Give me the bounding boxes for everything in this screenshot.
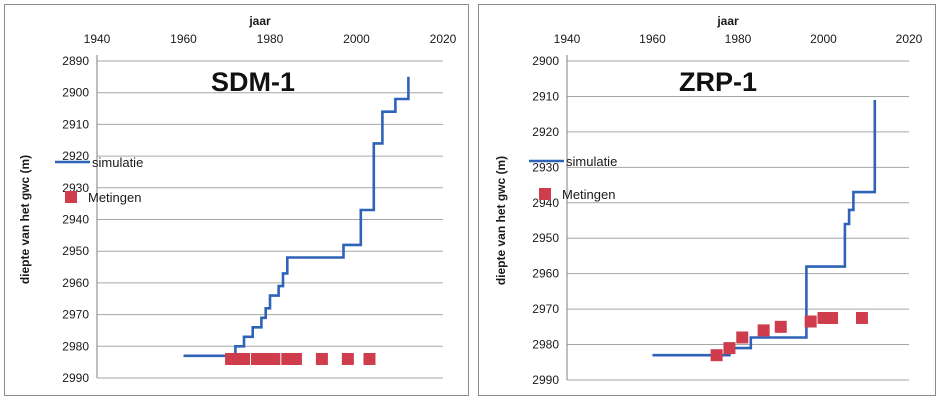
x-tick-label: 2020 (430, 32, 457, 46)
y-tick-label: 2930 (532, 160, 559, 174)
chart-title: ZRP-1 (679, 67, 757, 97)
measurement-marker (855, 311, 868, 324)
measurement-marker (710, 349, 723, 362)
chart-svg: 2900291029202930294029502960297029802990… (494, 14, 923, 387)
legend-simulation-label: simulatie (92, 155, 143, 170)
x-tick-label: 2020 (896, 32, 923, 46)
y-tick-label: 2970 (532, 302, 559, 316)
y-tick-label: 2920 (62, 149, 89, 163)
y-tick-label: 2990 (532, 373, 559, 387)
x-tick-label: 1960 (170, 32, 197, 46)
y-tick-label: 2980 (532, 338, 559, 352)
y-tick-label: 2950 (532, 231, 559, 245)
measurement-marker (774, 320, 787, 333)
y-tick-label: 2960 (62, 276, 89, 290)
x-tick-label: 1980 (725, 32, 752, 46)
x-tick-label: 2000 (810, 32, 837, 46)
y-tick-label: 2890 (62, 54, 89, 68)
measurement-marker (804, 315, 817, 328)
legend-measurements-label: Metingen (562, 187, 615, 202)
legend-simulation-label: simulatie (566, 154, 617, 169)
x-tick-label: 1980 (257, 32, 284, 46)
chart-panel-sdm1: 2890 2900 2910 2920 2930 2940 2950 2960 2970 2980… (4, 4, 469, 396)
y-tick-label: 2960 (532, 267, 559, 281)
y-axis-title: diepte van het gwc (m) (494, 156, 508, 285)
x-axis-title: jaar (248, 14, 271, 28)
legend-measurements-swatch (539, 188, 551, 200)
measurement-marker (289, 352, 302, 365)
y-tick-label: 2970 (62, 308, 89, 322)
y-tick-label: 2980 (62, 339, 89, 353)
measurement-marker (341, 352, 354, 365)
y-axis-title: diepte van het gwc (m) (18, 155, 32, 284)
measurement-marker (238, 352, 251, 365)
x-tick-label: 1940 (84, 32, 111, 46)
y-tick-label: 2990 (62, 371, 89, 385)
y-tick-label: 2920 (532, 125, 559, 139)
measurement-marker (363, 352, 376, 365)
measurement-marker (723, 342, 736, 355)
measurement-marker (826, 311, 839, 324)
chart-panel-zrp1: 2900 2910 2920 2930 2940 2950 2960 2970 2980 2990… (478, 4, 936, 396)
y-tick-label: 2900 (532, 54, 559, 68)
chart-svg: 2890290029102920293029402950296029702980… (18, 14, 457, 385)
x-axis-title: jaar (716, 14, 739, 28)
measurement-marker (315, 352, 328, 365)
simulation-line (183, 76, 410, 358)
y-tick-label: 2910 (532, 89, 559, 103)
y-tick-label: 2900 (62, 86, 89, 100)
chart-title: SDM-1 (211, 67, 295, 97)
y-tick-label: 2940 (62, 213, 89, 227)
x-tick-label: 2000 (343, 32, 370, 46)
y-tick-label: 2910 (62, 117, 89, 131)
x-tick-label: 1940 (554, 32, 581, 46)
legend-measurements-label: Metingen (88, 190, 141, 205)
measurement-marker (736, 331, 749, 344)
legend-measurements-swatch (65, 191, 77, 203)
measurement-marker (757, 324, 770, 337)
y-tick-label: 2950 (62, 244, 89, 258)
simulation-line (652, 100, 877, 357)
x-tick-label: 1960 (639, 32, 666, 46)
measurement-marker (268, 352, 281, 365)
